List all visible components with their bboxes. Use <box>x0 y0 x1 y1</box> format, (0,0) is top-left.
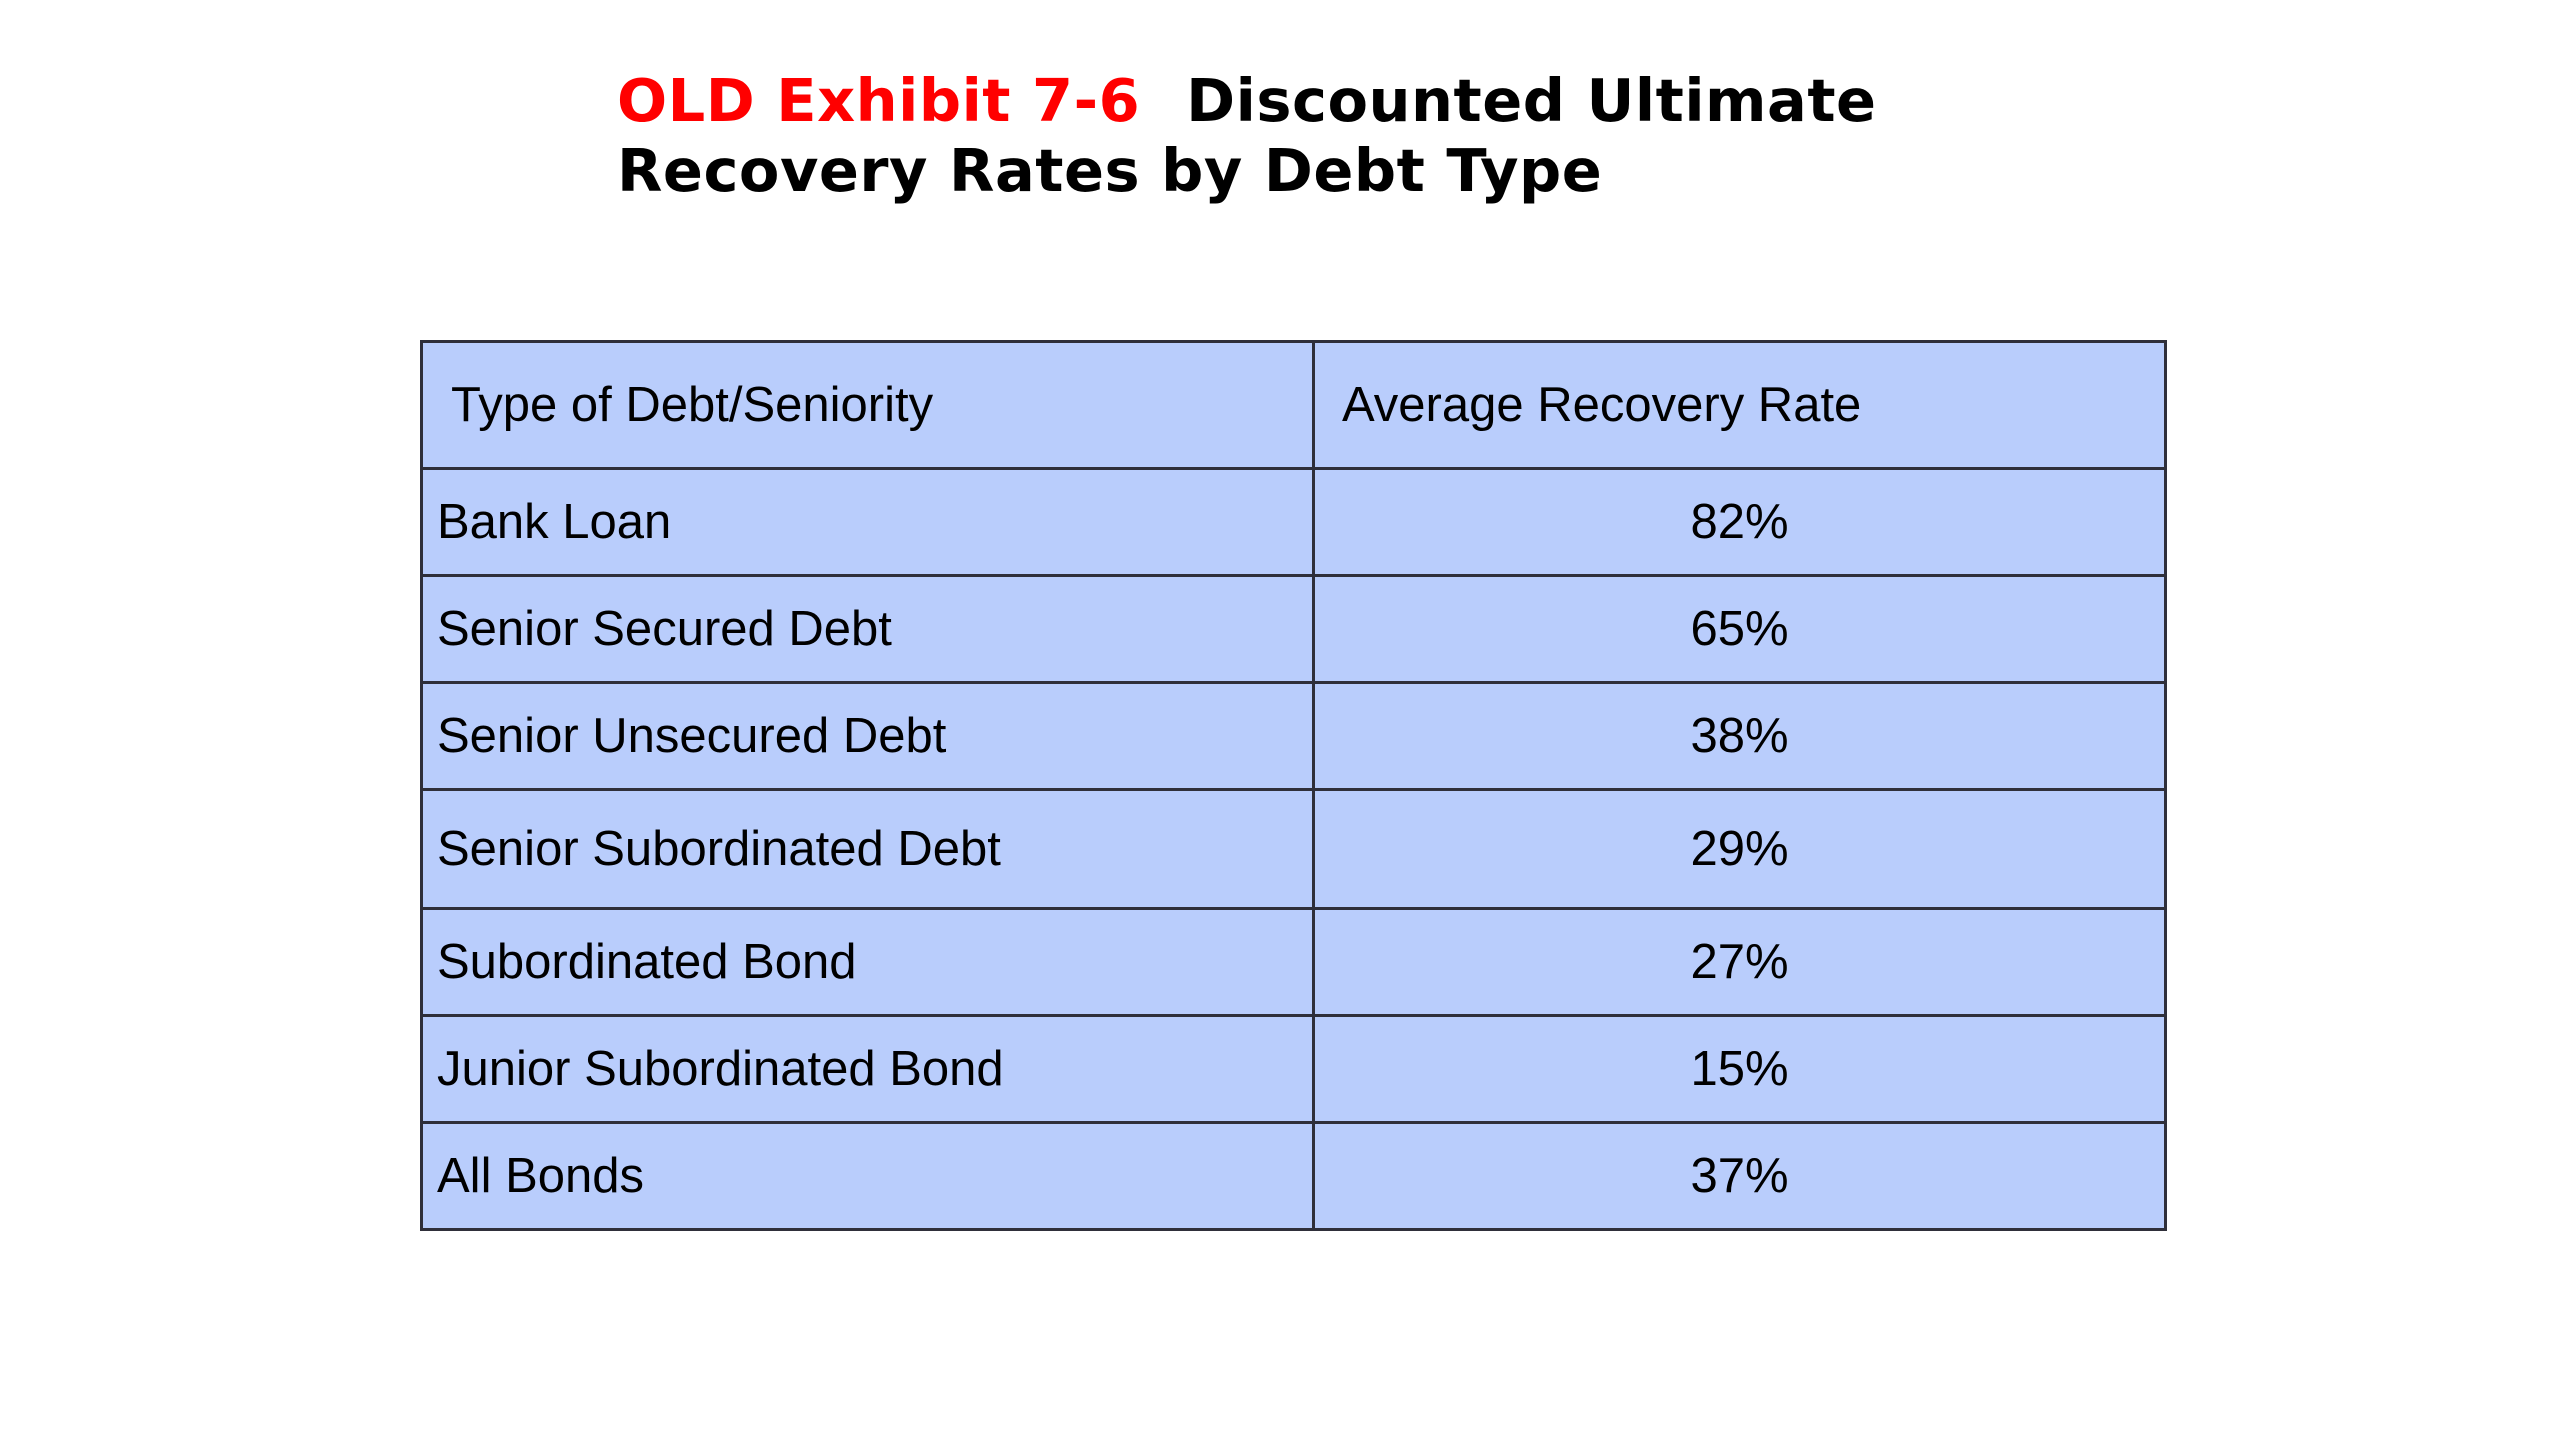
table-row: Junior Subordinated Bond 15% <box>420 1014 2167 1124</box>
header-recovery-rate: Average Recovery Rate <box>1312 340 2167 470</box>
table-row: Senior Subordinated Debt 29% <box>420 788 2167 910</box>
debt-type-cell: Junior Subordinated Bond <box>420 1014 1315 1124</box>
table-row: Senior Unsecured Debt 38% <box>420 681 2167 791</box>
debt-type-cell: Bank Loan <box>420 467 1315 577</box>
recovery-rates-table: Type of Debt/Seniority Average Recovery … <box>420 340 2167 1231</box>
debt-type-cell: All Bonds <box>420 1121 1315 1231</box>
title-line-1: OLD Exhibit 7-6 Discounted Ultimate <box>617 66 2417 136</box>
table-row: Bank Loan 82% <box>420 467 2167 577</box>
recovery-rate-cell: 65% <box>1312 574 2167 684</box>
debt-type-cell: Subordinated Bond <box>420 907 1315 1017</box>
header-debt-type: Type of Debt/Seniority <box>420 340 1315 470</box>
table-header-row: Type of Debt/Seniority Average Recovery … <box>420 340 2167 470</box>
recovery-rate-cell: 27% <box>1312 907 2167 1017</box>
slide-title: OLD Exhibit 7-6 Discounted Ultimate Recov… <box>617 66 2417 206</box>
debt-type-cell: Senior Secured Debt <box>420 574 1315 684</box>
recovery-rate-cell: 29% <box>1312 788 2167 910</box>
recovery-rate-cell: 82% <box>1312 467 2167 577</box>
debt-type-cell: Senior Unsecured Debt <box>420 681 1315 791</box>
title-prefix: OLD Exhibit 7-6 <box>617 66 1141 135</box>
recovery-rate-cell: 15% <box>1312 1014 2167 1124</box>
title-line-2: Recovery Rates by Debt Type <box>617 136 1603 205</box>
title-line-1-text: Discounted Ultimate <box>1186 66 1877 135</box>
table-row: All Bonds 37% <box>420 1121 2167 1231</box>
table-row: Subordinated Bond 27% <box>420 907 2167 1017</box>
debt-type-cell: Senior Subordinated Debt <box>420 788 1315 910</box>
table-row: Senior Secured Debt 65% <box>420 574 2167 684</box>
recovery-rate-cell: 37% <box>1312 1121 2167 1231</box>
recovery-rate-cell: 38% <box>1312 681 2167 791</box>
